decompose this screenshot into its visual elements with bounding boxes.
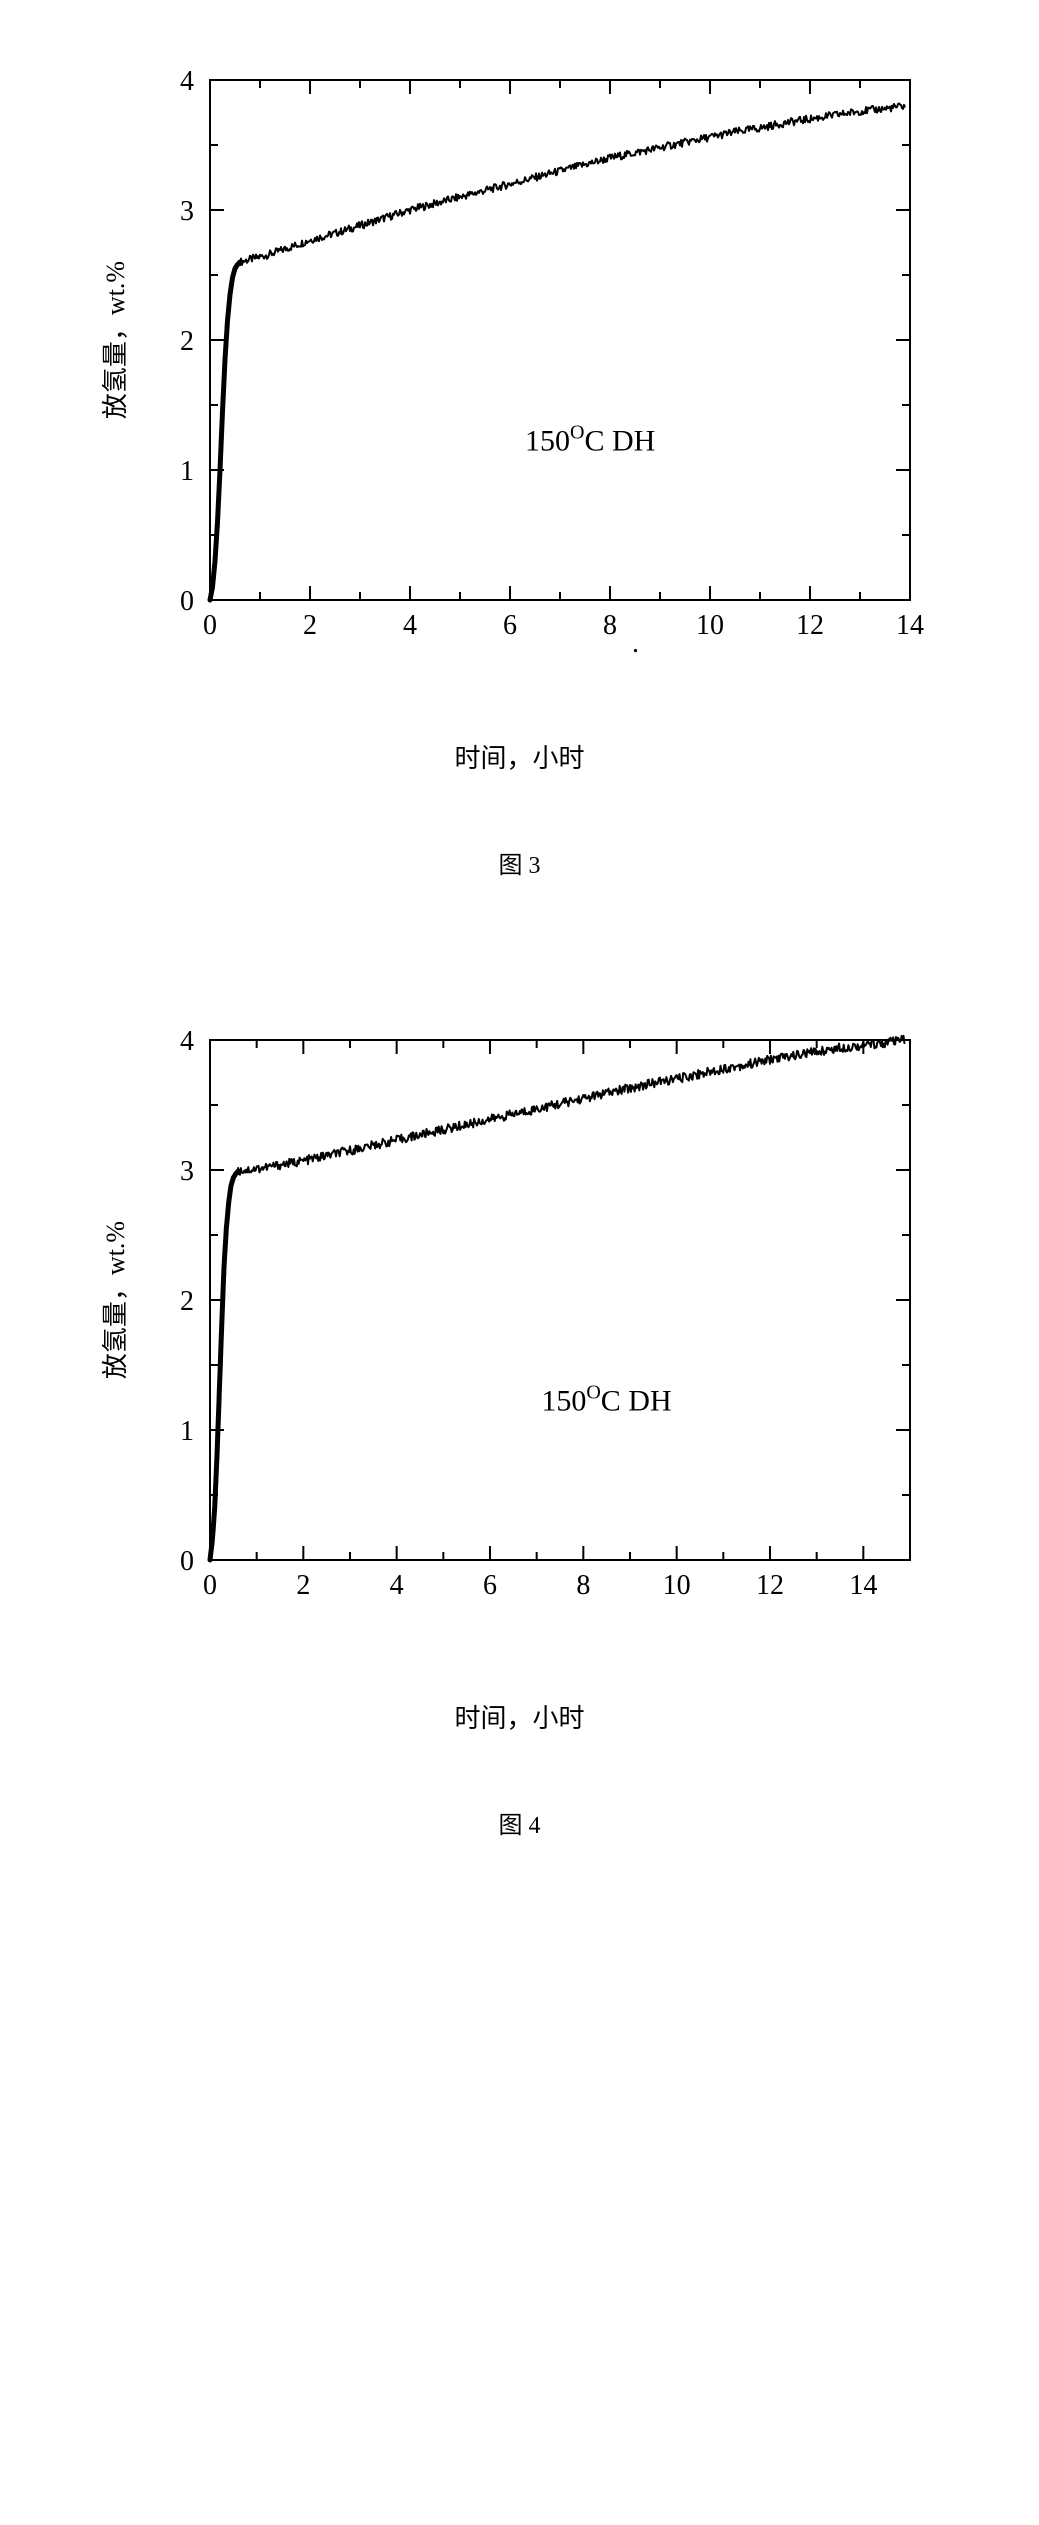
- x-tick-label: 2: [296, 1570, 310, 1601]
- y-tick-label: 0: [180, 1546, 194, 1577]
- y-tick-label: 1: [180, 456, 194, 487]
- x-tick-label: 8: [576, 1570, 590, 1601]
- y-tick-label: 2: [180, 1286, 194, 1317]
- plot-background: [210, 80, 910, 600]
- x-tick-label: 0: [203, 610, 217, 641]
- x-tick-label: 8: [603, 610, 617, 641]
- chart3-block: 0246810121401234放氢量，wt.%150OC DH.时间，小时图 …: [70, 40, 970, 880]
- x-axis-label: 时间，小时: [454, 738, 584, 775]
- chart4-block: 0246810121401234放氢量，wt.%150OC DH时间，小时图 4: [70, 1000, 970, 1840]
- y-tick-label: 0: [180, 586, 194, 617]
- y-tick-label: 1: [180, 1416, 194, 1447]
- x-tick-label: 6: [483, 1570, 497, 1601]
- chart3: 0246810121401234放氢量，wt.%150OC DH.: [70, 40, 970, 720]
- y-tick-label: 3: [180, 196, 194, 227]
- x-tick-label: 6: [503, 610, 517, 641]
- x-tick-label: 12: [756, 1570, 784, 1601]
- x-tick-label: 0: [203, 1570, 217, 1601]
- annotation-label: 150OC DH: [541, 1382, 671, 1418]
- x-tick-label: 10: [662, 1570, 690, 1601]
- y-tick-label: 2: [180, 326, 194, 357]
- stray-mark: .: [632, 628, 639, 659]
- y-axis-label: 放氢量，wt.%: [101, 1221, 130, 1379]
- x-tick-label: 10: [696, 610, 724, 641]
- figure-caption: 图 4: [499, 1805, 541, 1840]
- x-tick-label: 14: [896, 610, 924, 641]
- y-axis-label: 放氢量，wt.%: [101, 261, 130, 419]
- x-tick-label: 14: [849, 1570, 877, 1601]
- plot-background: [210, 1040, 910, 1560]
- x-tick-label: 4: [389, 1570, 403, 1601]
- figure-caption: 图 3: [499, 845, 541, 880]
- chart4: 0246810121401234放氢量，wt.%150OC DH: [70, 1000, 970, 1680]
- annotation-label: 150OC DH: [525, 422, 655, 458]
- x-tick-label: 2: [303, 610, 317, 641]
- y-tick-label: 4: [180, 1026, 194, 1057]
- y-tick-label: 4: [180, 66, 194, 97]
- x-tick-label: 12: [796, 610, 824, 641]
- y-tick-label: 3: [180, 1156, 194, 1187]
- x-tick-label: 4: [403, 610, 417, 641]
- x-axis-label: 时间，小时: [454, 1698, 584, 1735]
